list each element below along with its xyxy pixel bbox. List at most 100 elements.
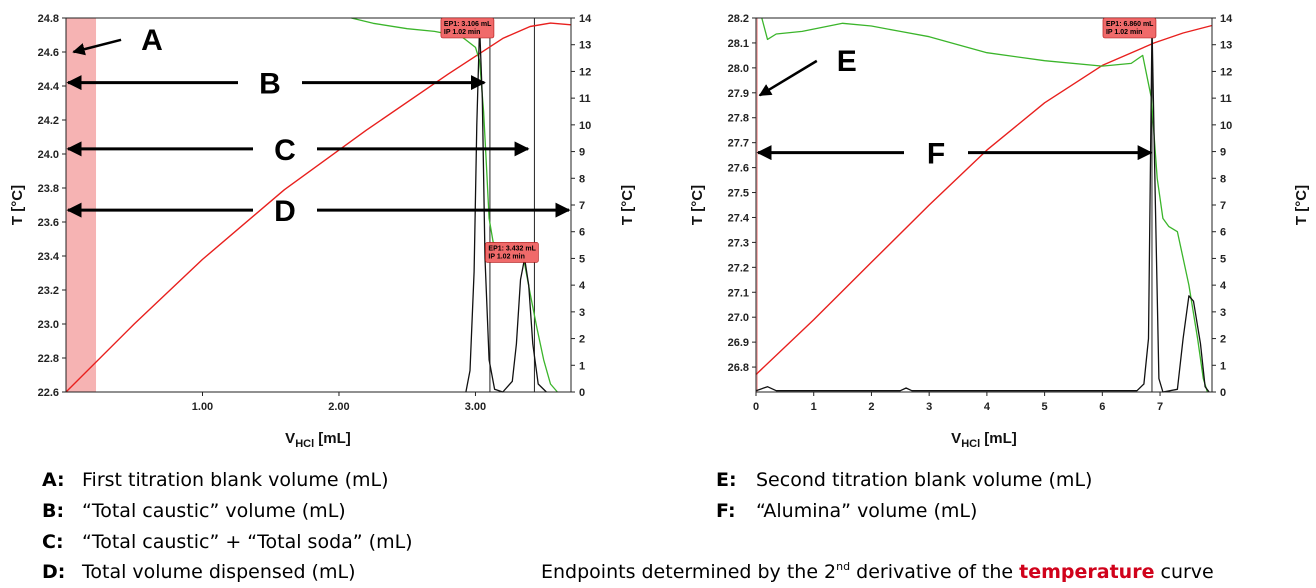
y-tick-label: 27.5 [728,188,749,200]
y-tick-label: 27.2 [728,262,749,274]
y-tick-label: 28.1 [728,38,749,50]
y-tick-label: 27.6 [728,163,749,175]
x-tick-label: 4 [984,401,991,413]
y2-tick-label: 10 [1220,120,1232,132]
endpoint-label-line1: EP1: 3.432 mL [488,245,536,252]
y-tick-label: 28.2 [728,13,749,25]
y-tick-label: 23.2 [38,285,59,297]
y2-tick-label: 4 [579,280,586,292]
y-tick-label: 26.8 [728,362,749,374]
arrow-label-b: B [259,68,281,101]
titration-chart-2: 26.8 26.9 27.0 27.1 27.2 27.3 27.4 27.5 27.6 27.7… [689,13,1310,450]
endpoint-label-line1: EP1: 6.860 mL [1106,21,1154,28]
y2-tick-label: 8 [579,173,585,185]
y-tick-label: 23.4 [38,251,60,263]
legend-item-b: B: “Total caustic” volume (mL) [42,500,346,522]
note-highlight: temperature [1019,561,1155,583]
y-tick-label: 23.6 [38,217,59,229]
y2-tick-label: 2 [1220,334,1226,346]
legend-item-f: F: “Alumina” volume (mL) [716,500,977,522]
legend-text: Second titration blank volume (mL) [756,469,1093,491]
y-tick-label: 24.2 [38,115,59,127]
arrow-label-a: A [141,24,163,57]
x-tick-label: 1 [811,401,817,413]
y-tick-label: 26.9 [728,337,749,349]
note-text: curve [1154,561,1214,583]
y-tick-label: 27.8 [728,113,749,125]
x-tick-label: 5 [1042,401,1048,413]
x-tick-label: 0 [753,401,759,413]
first_derivative-curve [761,17,1209,393]
y-tick-label: 22.6 [38,387,59,399]
legend-key: E: [716,469,737,491]
y-axis-title: T [°C] [9,185,26,225]
y2-tick-label: 6 [1220,227,1226,239]
legend-key: A: [42,469,65,491]
legend-text: Total volume dispensed (mL) [82,561,356,583]
temperature-curve [65,22,572,393]
endpoint-label-box [440,17,495,39]
note-text: derivative of the [850,561,1020,583]
first_derivative-curve [351,17,558,393]
y-tick-label: 24.6 [38,47,59,59]
arrow-label-f: F [927,138,945,171]
y2-tick-label: 10 [579,120,591,132]
y2-tick-label: 5 [579,253,585,265]
legend-key: F: [716,500,736,522]
endpoint-label-line1: EP1: 3.106 mL [444,21,492,28]
endpoint-label-line2: IP 1.02 min [488,253,524,260]
y2-tick-label: 13 [579,40,591,52]
y2-tick-label: 7 [579,200,585,212]
legend-key: C: [42,531,64,553]
y2-tick-label: 1 [1220,360,1226,372]
x-tick-label: 1.00 [192,401,213,413]
x-tick-label: 6 [1099,401,1105,413]
y2-tick-label: 3 [579,307,585,319]
legend-key: D: [42,561,66,583]
x-axis-title: VHCl [mL] [285,430,351,450]
legend-text: “Alumina” volume (mL) [756,500,978,522]
blank-volume-band [66,18,97,392]
y-axis-title: T [°C] [689,185,706,225]
legend-text: “Total caustic” volume (mL) [82,500,346,522]
second_derivative-curve [755,25,1210,393]
legend-item-d: D: Total volume dispensed (mL) [42,561,355,583]
y2-axis-title: T [°C] [1293,185,1310,225]
y2-tick-label: 5 [1220,253,1226,265]
x-tick-label: 7 [1157,401,1163,413]
note-superscript: nd [836,560,851,573]
arrow-a [72,38,122,56]
y-tick-label: 27.1 [728,287,749,299]
y2-tick-label: 7 [1220,200,1226,212]
y2-tick-label: 14 [1220,13,1233,25]
y2-tick-label: 9 [579,147,585,159]
y2-tick-label: 8 [1220,173,1226,185]
x-axis-title: VHCl [mL] [951,430,1017,450]
legend-text: First titration blank volume (mL) [82,469,389,491]
y2-tick-label: 0 [1220,387,1226,399]
endpoint-label-box [485,242,539,263]
y2-tick-label: 9 [1220,147,1226,159]
blank-volume-band [756,18,758,392]
y2-tick-label: 6 [579,227,585,239]
y2-tick-label: 12 [579,66,591,78]
y2-tick-label: 3 [1220,307,1226,319]
legend-text: “Total caustic” + “Total soda” (mL) [82,531,413,553]
note-text: Endpoints determined by the 2 [541,561,837,583]
titration-chart-1: 22.6 22.8 23.0 23.2 23.4 23.6 23.8 24.0 24.2 24.4… [9,13,636,450]
y2-tick-label: 4 [1220,280,1227,292]
y-tick-label: 24.0 [38,149,59,161]
y-tick-label: 28.0 [728,63,749,75]
y-tick-label: 27.7 [728,138,749,150]
arrow-label-c: C [274,134,296,167]
legend-item-e: E: Second titration blank volume (mL) [716,469,1092,491]
y-tick-label: 23.0 [38,319,59,331]
arrow-e [758,59,818,97]
y2-tick-label: 12 [1220,66,1232,78]
y-tick-label: 27.0 [728,312,749,324]
legend-item-a: A: First titration blank volume (mL) [42,469,389,491]
y-tick-label: 24.4 [38,81,60,93]
x-tick-label: 2.00 [328,401,349,413]
y2-tick-label: 2 [579,334,585,346]
arrow-label-d: D [274,195,296,228]
